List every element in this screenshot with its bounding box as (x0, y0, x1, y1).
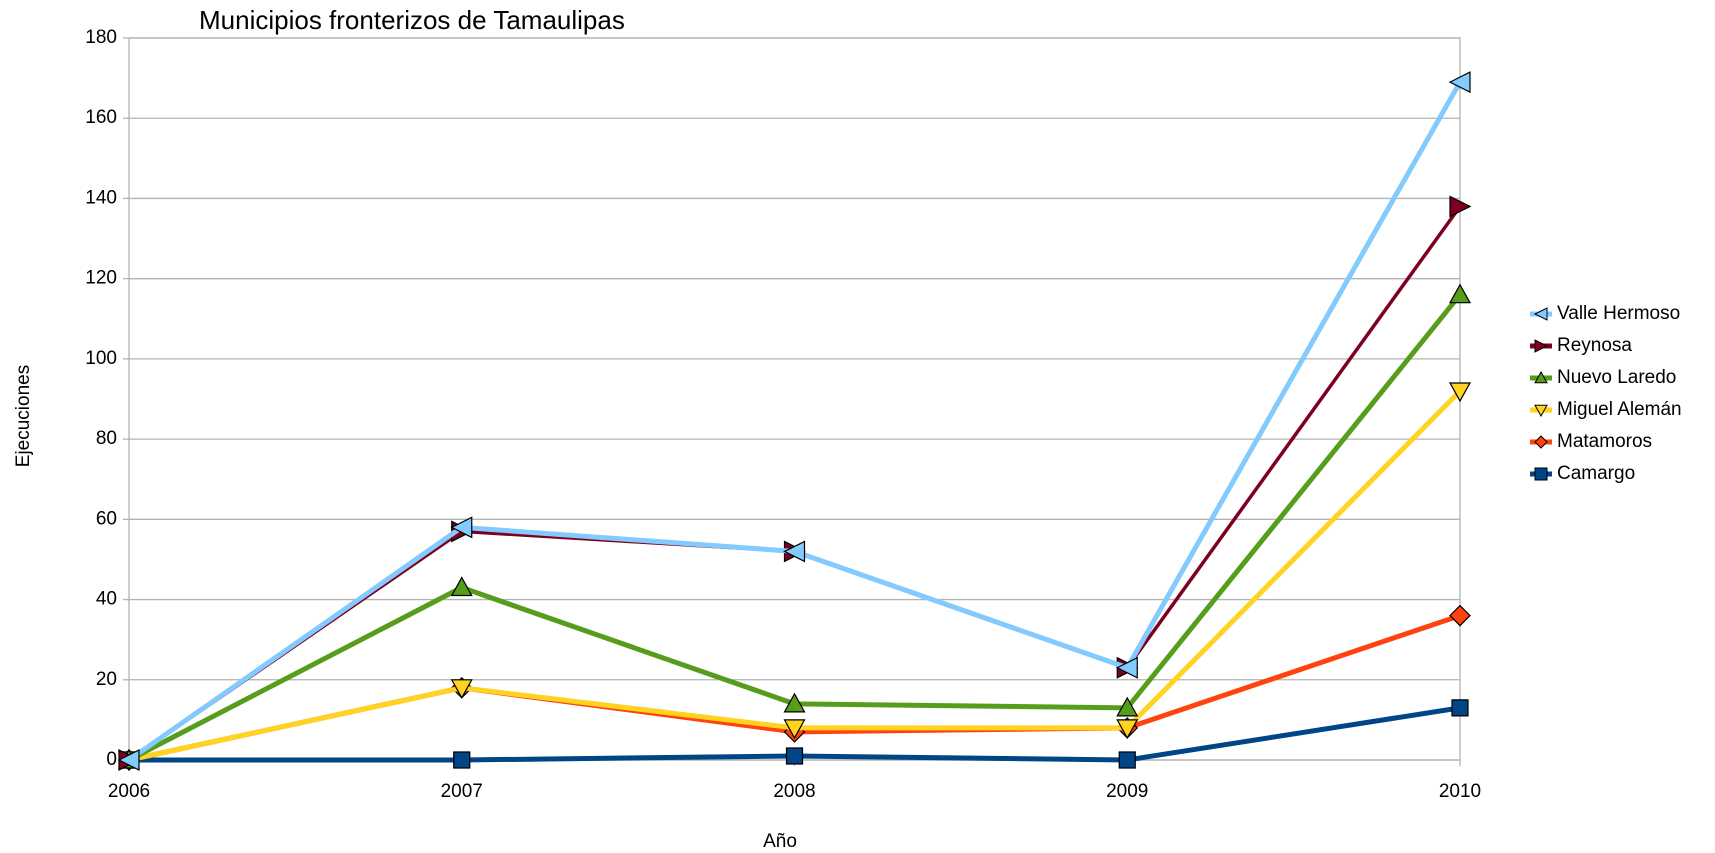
y-tick-label: 120 (85, 268, 117, 289)
data-point (1449, 604, 1471, 627)
legend-marker (1534, 370, 1548, 384)
x-tick-label: 2010 (1439, 781, 1481, 802)
y-tick-label: 20 (96, 669, 117, 690)
y-axis-label: Ejecuciones (13, 365, 34, 467)
data-point (1116, 719, 1139, 740)
y-tick-label: 40 (96, 589, 117, 610)
legend-label: Camargo (1557, 463, 1635, 484)
legend-label: Reynosa (1557, 335, 1632, 356)
data-point (783, 719, 806, 740)
legend-label: Nuevo Laredo (1557, 367, 1676, 388)
legend-marker (1534, 435, 1548, 449)
legend-marker (1534, 467, 1548, 481)
data-point (1115, 656, 1138, 679)
data-point (453, 751, 471, 769)
data-point (1116, 696, 1139, 717)
y-tick-label: 100 (85, 348, 117, 369)
data-point (450, 576, 473, 597)
data-point (1448, 382, 1472, 403)
x-axis-label: Año (763, 831, 797, 852)
y-tick-label: 160 (85, 107, 117, 128)
y-tick-label: 80 (96, 428, 117, 449)
x-tick-label: 2006 (108, 781, 150, 802)
legend-label: Matamoros (1557, 431, 1652, 452)
data-point (1448, 71, 1471, 94)
y-tick-label: 60 (96, 508, 117, 529)
series-line (128, 205, 1462, 762)
legend-label: Valle Hermoso (1557, 303, 1680, 324)
data-point (1451, 699, 1469, 717)
data-point (783, 540, 806, 563)
data-point (450, 679, 473, 700)
legend-marker (1534, 404, 1548, 418)
legend-marker (1534, 339, 1549, 353)
x-tick-label: 2009 (1106, 781, 1148, 802)
x-tick-label: 2008 (773, 781, 815, 802)
data-point (450, 516, 473, 539)
legend-marker (1533, 307, 1548, 321)
data-point (1449, 195, 1472, 218)
data-point (783, 692, 806, 713)
data-point (1448, 283, 1472, 304)
data-point (785, 747, 804, 765)
x-tick-label: 2007 (441, 781, 483, 802)
chart-title: Municipios fronterizos de Tamaulipas (199, 5, 625, 35)
plot-frame (128, 37, 1461, 761)
data-point (1118, 751, 1136, 769)
y-tick-label: 0 (106, 749, 117, 770)
series-line (127, 293, 1462, 763)
legend-label: Miguel Alemán (1557, 399, 1682, 420)
y-tick-label: 180 (85, 27, 117, 48)
y-tick-label: 140 (85, 187, 117, 208)
data-point (117, 749, 140, 771)
